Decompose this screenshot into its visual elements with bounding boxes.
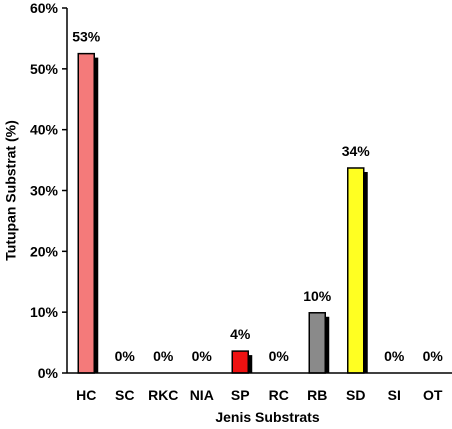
bars-group — [77, 52, 368, 374]
y-tick-label: 30% — [30, 183, 59, 199]
x-tick-label-rb: RB — [307, 387, 327, 403]
data-labels-group: 53% 0% 0% 0% 4% 0% 10% 34% 0% 0% — [72, 29, 443, 364]
bar-sd — [347, 167, 365, 374]
bar-rb — [308, 312, 326, 374]
bar-sp — [231, 350, 249, 374]
y-tick-label: 60% — [30, 0, 59, 16]
data-label-hc: 53% — [72, 29, 101, 45]
data-label-sc: 0% — [115, 348, 136, 364]
x-axis-title: Jenis Substrats — [215, 409, 319, 425]
x-tick-label-rc: RC — [269, 387, 289, 403]
data-label-rkc: 0% — [153, 348, 174, 364]
x-tick-label-si: SI — [388, 387, 401, 403]
x-tick-label-hc: HC — [76, 387, 96, 403]
y-axis-title: Tutupan Substrat (%) — [3, 120, 19, 261]
data-label-si: 0% — [384, 348, 405, 364]
data-label-sp: 4% — [230, 326, 251, 342]
y-tick-label: 10% — [30, 304, 59, 320]
y-tick-label: 40% — [30, 122, 59, 138]
x-tick-label-sc: SC — [115, 387, 134, 403]
x-tick-label-nia: NIA — [190, 387, 214, 403]
x-tick-label-sp: SP — [231, 387, 250, 403]
bar-hc — [77, 52, 95, 374]
y-tick-label: 0% — [38, 365, 59, 381]
data-label-rb: 10% — [303, 288, 332, 304]
y-tick-label: 50% — [30, 61, 59, 77]
data-label-ot: 0% — [423, 348, 444, 364]
data-label-sd: 34% — [342, 143, 371, 159]
x-tick-label-rkc: RKC — [148, 387, 178, 403]
x-tick-label-ot: OT — [423, 387, 443, 403]
data-label-rc: 0% — [269, 348, 290, 364]
data-label-nia: 0% — [192, 348, 213, 364]
category-labels-group: HC SC RKC NIA SP RC RB SD SI OT — [76, 387, 443, 403]
y-tick-label: 20% — [30, 243, 59, 259]
y-axis-ticks: 0% 10% 20% 30% 40% 50% 60% — [30, 0, 67, 381]
x-tick-label-sd: SD — [346, 387, 365, 403]
